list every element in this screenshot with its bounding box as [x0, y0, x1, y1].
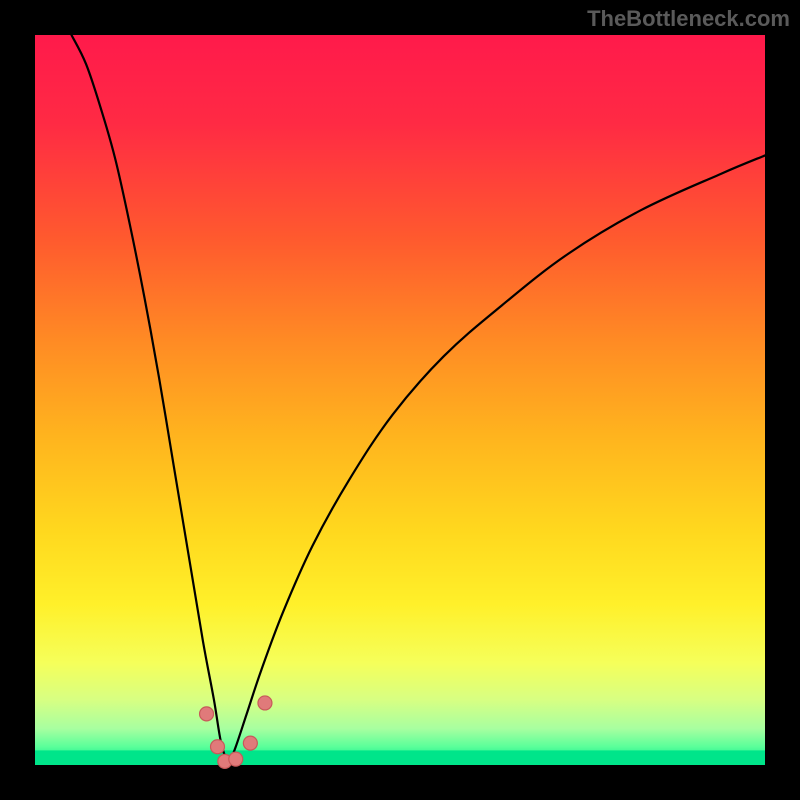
chart-stage: TheBottleneck.com: [0, 0, 800, 800]
optimal-band: [35, 750, 765, 765]
data-marker: [243, 736, 257, 750]
data-marker: [200, 707, 214, 721]
bottleneck-chart: [0, 0, 800, 800]
data-marker: [258, 696, 272, 710]
plot-background: [35, 35, 765, 765]
watermark-text: TheBottleneck.com: [587, 6, 790, 32]
data-marker: [211, 740, 225, 754]
data-marker: [229, 752, 243, 766]
